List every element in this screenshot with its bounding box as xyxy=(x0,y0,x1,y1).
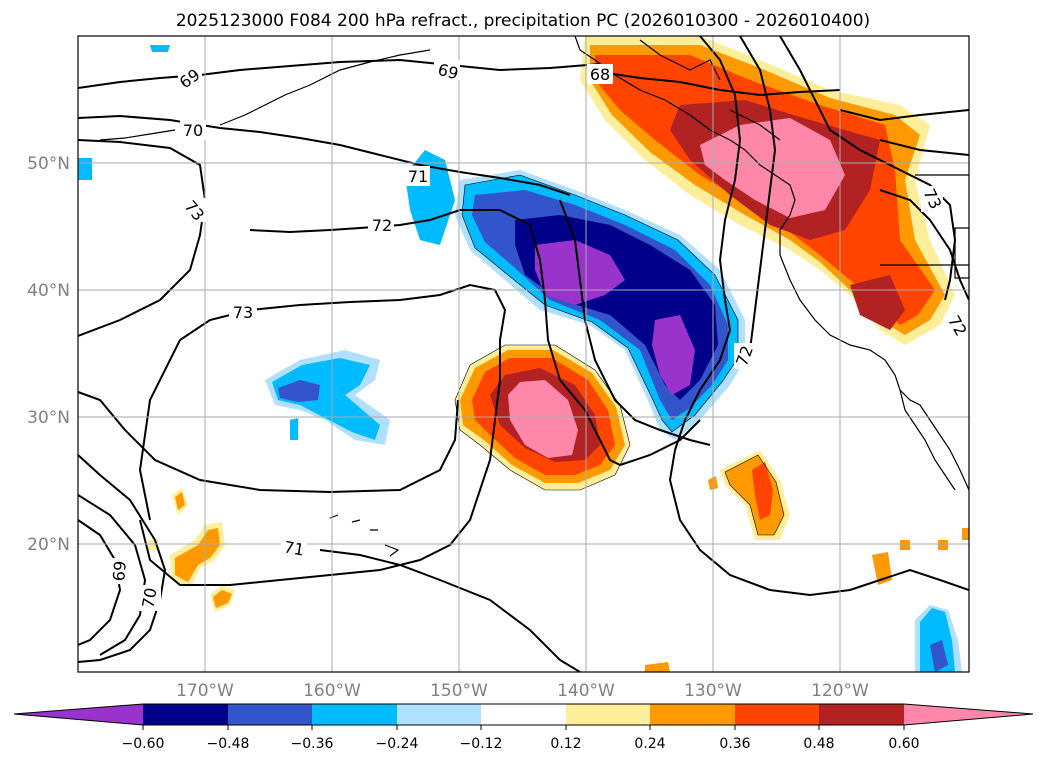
lon-label: 130°W xyxy=(684,681,742,701)
contour-label: 70 xyxy=(183,121,203,140)
lon-label: 120°W xyxy=(811,681,869,701)
contour-label: 69 xyxy=(436,60,461,84)
colorbar-tick-label: −0.12 xyxy=(460,736,503,752)
colorbar-tick-label: −0.48 xyxy=(207,736,250,752)
figure-title: 2025123000 F084 200 hPa refract., precip… xyxy=(176,11,870,31)
contour-label: 69 xyxy=(109,560,130,582)
colorbar-tick-label: 0.12 xyxy=(550,736,581,752)
contour-label: 71 xyxy=(282,537,305,559)
anomaly-outlines xyxy=(454,174,785,536)
lon-label: 150°W xyxy=(430,681,488,701)
positive-anomaly-southeast xyxy=(708,450,969,585)
colorbar-tick-label: −0.60 xyxy=(122,736,165,752)
refractivity-contours xyxy=(78,36,969,672)
contour-label: 68 xyxy=(590,65,610,84)
colorbar-segment xyxy=(228,704,312,725)
colorbar-segment xyxy=(819,704,904,725)
colorbar-segment xyxy=(143,704,228,725)
negative-anomaly-southeast xyxy=(915,605,962,672)
lat-label: 40°N xyxy=(27,281,70,301)
colorbar-extend-right xyxy=(904,704,1033,725)
colorbar-segment xyxy=(397,704,481,725)
latitude-labels: 50°N 40°N 30°N 20°N xyxy=(27,154,70,555)
colorbar-segment xyxy=(650,704,735,725)
lat-label: 50°N xyxy=(27,154,70,174)
longitude-labels: 170°W 160°W 150°W 140°W 130°W 120°W xyxy=(176,681,869,701)
gridlines xyxy=(78,36,969,672)
contour-label: 70 xyxy=(138,586,160,609)
lon-label: 160°W xyxy=(303,681,361,701)
contour-label: 72 xyxy=(372,216,392,235)
contour-label: 71 xyxy=(408,167,428,186)
colorbar-tick-label: −0.24 xyxy=(376,736,419,752)
colorbar-tick-label: 0.48 xyxy=(803,736,834,752)
lon-label: 170°W xyxy=(176,681,234,701)
colorbar-tick-label: 0.60 xyxy=(888,736,919,752)
map-frame xyxy=(77,35,970,673)
map-content xyxy=(78,36,969,672)
colorbar-extend-left xyxy=(14,704,143,725)
colorbar-segment xyxy=(566,704,650,725)
colorbar: −0.60 −0.48 −0.36 −0.24 −0.12 0.12 0.24 … xyxy=(13,703,1034,752)
colorbar-segment xyxy=(481,704,566,725)
contour-label-group: 68 69 69 69 70 70 71 71 72 72 72 73 73 7… xyxy=(108,60,971,611)
colorbar-tick-label: 0.36 xyxy=(719,736,750,752)
contour-label: 73 xyxy=(233,303,253,322)
colorbar-ticks xyxy=(142,725,905,730)
colorbar-segment xyxy=(312,704,397,725)
positive-anomaly-small xyxy=(148,488,670,672)
negative-anomaly-west xyxy=(78,45,390,445)
colorbar-tick-label: 0.24 xyxy=(634,736,665,752)
colorbar-segment xyxy=(735,704,819,725)
lon-label: 140°W xyxy=(557,681,615,701)
lat-label: 20°N xyxy=(27,535,70,555)
lat-label: 30°N xyxy=(27,408,70,428)
colorbar-tick-label: −0.36 xyxy=(291,736,334,752)
